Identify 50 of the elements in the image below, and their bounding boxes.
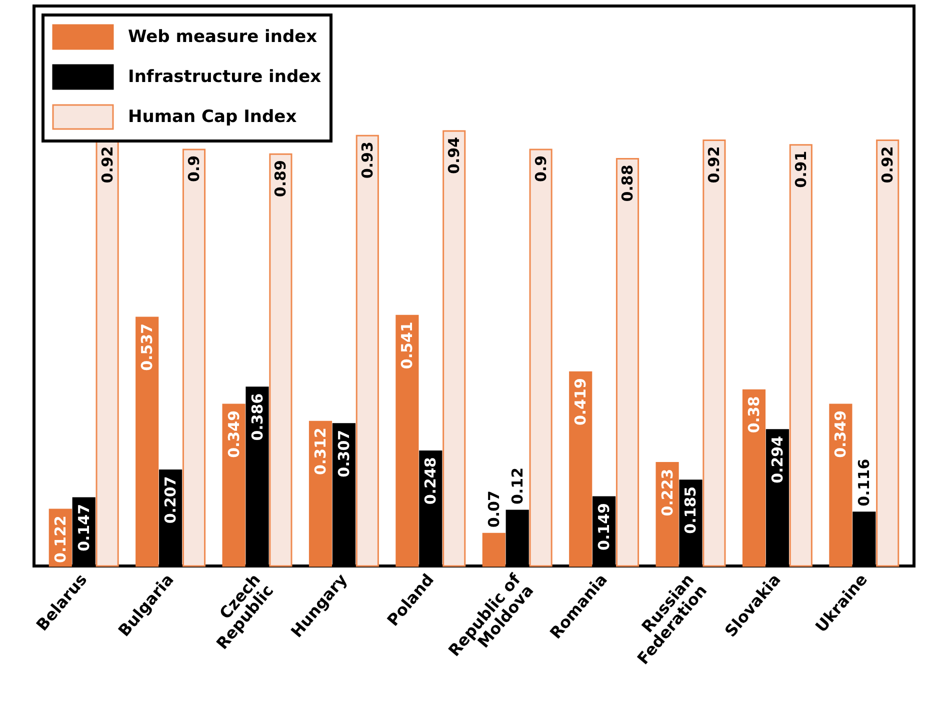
data-label: 0.07 <box>484 490 503 528</box>
bar <box>616 158 640 567</box>
data-label: 0.537 <box>138 323 156 371</box>
bar <box>182 148 206 567</box>
bar <box>442 130 466 567</box>
data-label: 0.93 <box>358 142 376 179</box>
data-label: 0.207 <box>162 476 180 524</box>
data-label: 0.147 <box>74 504 93 552</box>
bar <box>789 144 812 567</box>
bar <box>356 134 379 567</box>
data-label: 0.88 <box>618 164 637 202</box>
bar <box>829 404 852 567</box>
data-label: 0.386 <box>248 393 266 441</box>
data-label: 0.248 <box>422 457 440 505</box>
bar <box>308 420 332 567</box>
legend-label: Infrastructure index <box>128 67 322 87</box>
bar <box>396 314 419 567</box>
data-label: 0.122 <box>51 516 70 563</box>
bar <box>876 139 900 567</box>
bar <box>702 139 726 567</box>
bar <box>136 316 159 567</box>
data-label: 0.312 <box>311 428 330 476</box>
bar <box>482 532 506 567</box>
data-label: 0.419 <box>572 378 590 426</box>
data-label: 0.307 <box>334 430 353 478</box>
data-label: 0.92 <box>98 146 116 184</box>
legend-label: Human Cap Index <box>128 107 297 127</box>
data-label: 0.38 <box>744 396 763 434</box>
data-label: 0.92 <box>705 146 724 184</box>
data-label: 0.349 <box>224 410 243 458</box>
data-label: 0.149 <box>595 503 614 550</box>
data-label: 0.294 <box>768 436 786 484</box>
bar <box>742 389 766 567</box>
data-label: 0.9 <box>185 155 204 182</box>
data-label: 0.9 <box>532 155 550 182</box>
bar <box>529 148 552 567</box>
data-label: 0.91 <box>792 150 810 188</box>
bar <box>569 371 592 567</box>
bar <box>269 153 292 567</box>
data-label: 0.349 <box>832 410 850 458</box>
data-label: 0.89 <box>272 160 290 198</box>
legend-label: Web measure index <box>128 27 318 47</box>
data-label: 0.92 <box>878 146 897 184</box>
bar <box>222 404 246 567</box>
data-label: 0.223 <box>658 468 676 516</box>
data-label: 0.94 <box>445 136 464 174</box>
data-label: 0.541 <box>398 322 416 370</box>
data-label: 0.116 <box>855 458 874 506</box>
data-label: 0.12 <box>508 467 526 504</box>
data-label: 0.185 <box>682 486 700 534</box>
